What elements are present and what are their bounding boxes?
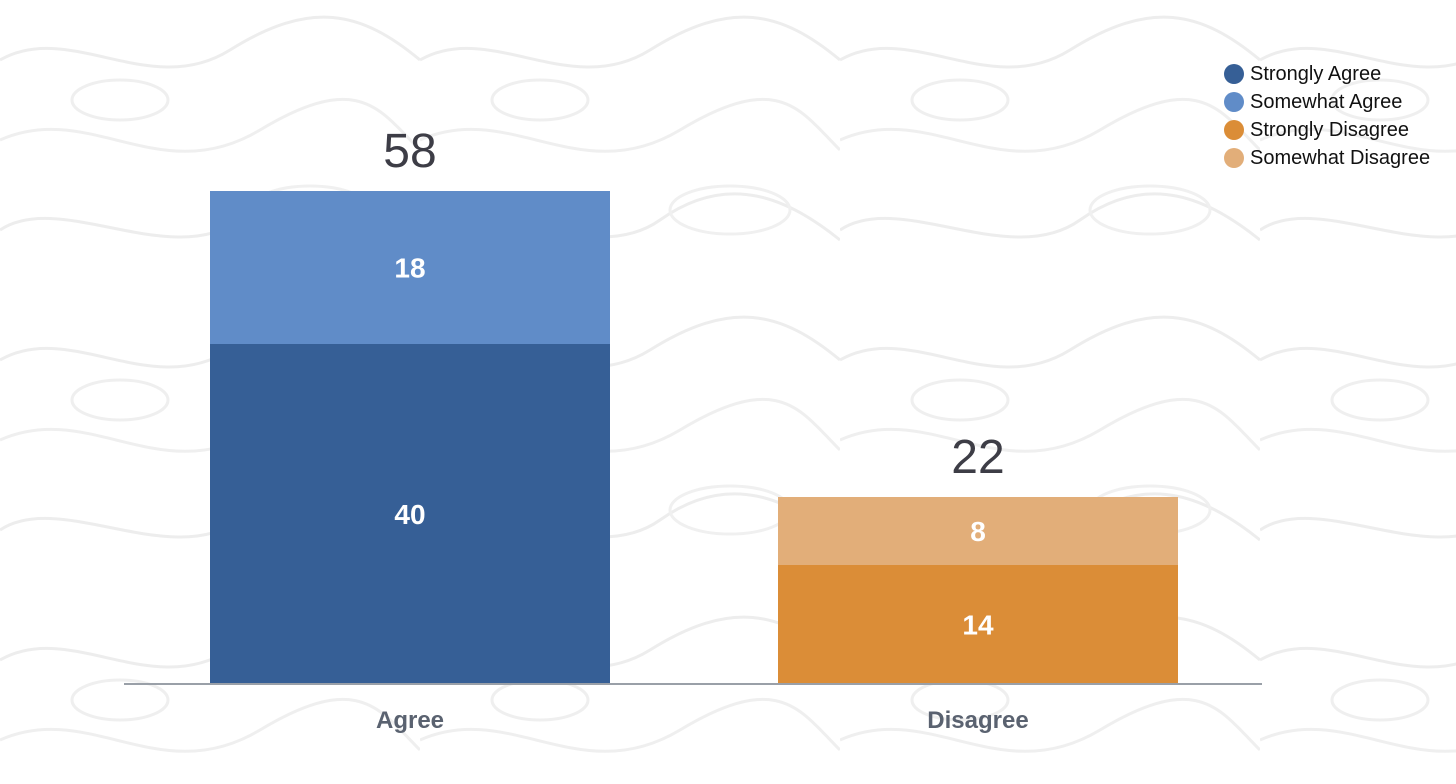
bars-layer — [210, 191, 1178, 684]
bar-total-label: 58 — [383, 125, 436, 178]
legend-swatch — [1224, 120, 1244, 140]
legend-item: Somewhat Agree — [1224, 88, 1430, 116]
legend-swatch — [1224, 64, 1244, 84]
bar-total-label: 22 — [951, 431, 1004, 484]
legend-label: Somewhat Disagree — [1250, 146, 1431, 169]
legend-swatch — [1224, 92, 1244, 112]
segment-value-label: 14 — [962, 610, 994, 641]
legend-item: Strongly Agree — [1224, 60, 1430, 88]
bar-segment — [778, 565, 1178, 684]
segment-value-label: 40 — [394, 499, 425, 530]
bar-segment — [210, 191, 610, 344]
bar-segment — [778, 497, 1178, 565]
segment-value-label: 8 — [970, 516, 986, 547]
category-tick-label: Agree — [376, 707, 444, 734]
legend-item: Strongly Disagree — [1224, 116, 1430, 144]
labels-layer: 40 18 58 Agree 14 8 22 Disagree — [376, 125, 1029, 734]
legend-label: Strongly Agree — [1250, 62, 1382, 85]
legend-label: Somewhat Agree — [1250, 90, 1403, 113]
category-tick-label: Disagree — [927, 707, 1028, 734]
legend-swatch — [1224, 148, 1244, 168]
segment-value-label: 18 — [394, 253, 425, 284]
bar-segment — [210, 344, 610, 684]
legend-label: Strongly Disagree — [1250, 118, 1409, 141]
legend: Strongly Agree Somewhat Agree Strongly Dis… — [1224, 60, 1430, 172]
legend-item: Somewhat Disagree — [1224, 144, 1430, 172]
